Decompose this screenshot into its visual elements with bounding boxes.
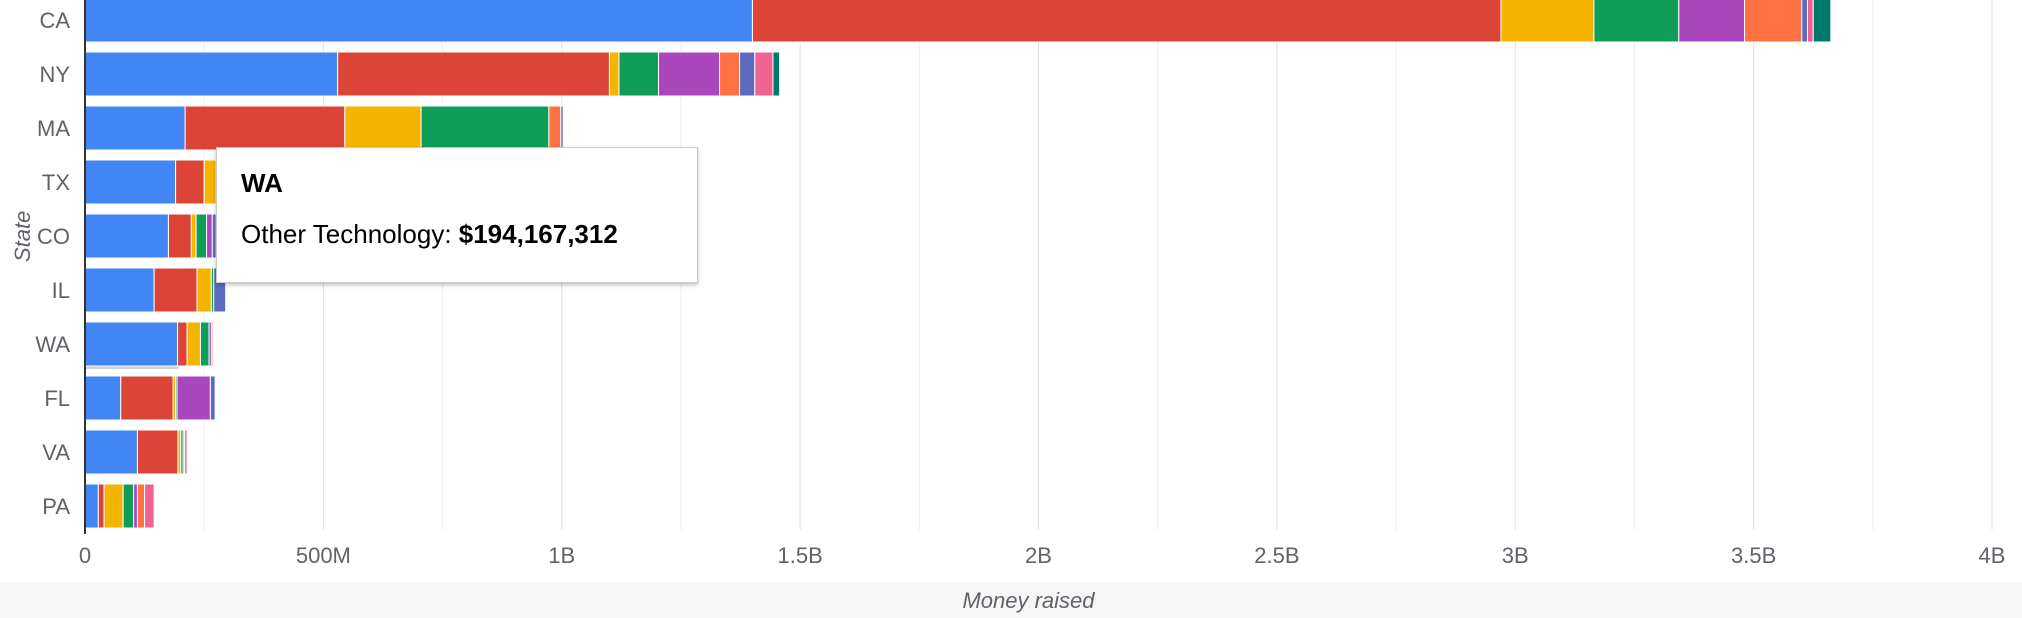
- bar-segment: [84, 267, 155, 313]
- x-axis-title: Money raised: [962, 588, 1095, 613]
- bar-segment: [84, 0, 753, 43]
- x-tick-label: 2B: [1025, 543, 1052, 568]
- bar-segment: [84, 51, 339, 97]
- bar-segment: [618, 51, 660, 97]
- bar-segment: [608, 51, 620, 97]
- bar-segment: [420, 105, 550, 151]
- bar-segment: [175, 159, 205, 205]
- bar-segment: [754, 51, 774, 97]
- x-tick-label: 500M: [296, 543, 351, 568]
- y-tick-label: NY: [39, 62, 70, 87]
- y-tick-label: CO: [37, 224, 70, 249]
- bar-segment: [133, 483, 138, 529]
- bar-segment: [337, 51, 610, 97]
- bar-segment: [84, 321, 179, 367]
- bar-segment: [772, 51, 781, 97]
- x-tick-label: 1.5B: [777, 543, 822, 568]
- x-tick-label: 0: [79, 543, 91, 568]
- y-tick-label: TX: [42, 170, 70, 195]
- bar-segment: [1500, 0, 1595, 43]
- bar-segment: [719, 51, 741, 97]
- bar-segment: [1801, 0, 1808, 43]
- bar-segment: [739, 51, 756, 97]
- bar-segment: [84, 483, 99, 529]
- bar-segment: [84, 375, 122, 421]
- bar-segment: [1806, 0, 1814, 43]
- chart-footer-strip: [0, 582, 2022, 618]
- bar-segment: [1678, 0, 1746, 43]
- bar-segment: [144, 483, 155, 529]
- bar-segment: [84, 159, 177, 205]
- y-tick-label: PA: [42, 494, 70, 519]
- bar-segment: [658, 51, 721, 97]
- tooltip-label: Other Technology:: [241, 219, 459, 249]
- bar-segment: [210, 321, 214, 367]
- bar-segment: [136, 429, 179, 475]
- bar-segment: [209, 375, 216, 421]
- y-tick-label: FL: [44, 386, 70, 411]
- x-tick-label: 2.5B: [1254, 543, 1299, 568]
- bar-segment: [751, 0, 1502, 43]
- bar-segment: [84, 213, 169, 259]
- bar-segment: [1812, 0, 1832, 43]
- bar-segment: [560, 105, 564, 151]
- y-tick-label: WA: [35, 332, 70, 357]
- bar-segment: [1593, 0, 1680, 43]
- bar-segment: [167, 213, 192, 259]
- bar-segment: [84, 105, 186, 151]
- y-tick-label: MA: [37, 116, 70, 141]
- bar-segment: [548, 105, 562, 151]
- x-tick-label: 1B: [548, 543, 575, 568]
- bar-segment: [203, 159, 217, 205]
- bar-segment: [199, 321, 210, 367]
- bar-segment: [122, 483, 135, 529]
- bar-segment: [136, 483, 146, 529]
- bar-segment: [120, 375, 174, 421]
- x-tick-label: 4B: [1979, 543, 2006, 568]
- x-tick-label: 3B: [1502, 543, 1529, 568]
- bar-segment: [206, 213, 213, 259]
- bar-segment: [190, 213, 197, 259]
- x-tick-label: 3.5B: [1731, 543, 1776, 568]
- bar-segment: [196, 267, 212, 313]
- bar-segment: [344, 105, 422, 151]
- chart-tooltip: WA Other Technology: $194,167,312: [216, 147, 698, 283]
- bar-segment: [84, 429, 138, 475]
- bar-segment: [97, 483, 105, 529]
- bar-segment: [103, 483, 124, 529]
- bar-segment: [184, 105, 346, 151]
- bar-segment: [1744, 0, 1803, 43]
- bar-segment: [176, 375, 211, 421]
- y-tick-label: CA: [39, 8, 70, 33]
- y-axis-title: State: [10, 210, 35, 262]
- tooltip-title: WA: [241, 168, 283, 198]
- bar-segment: [186, 321, 201, 367]
- y-tick-label: VA: [42, 440, 70, 465]
- bar-segment: [177, 321, 188, 367]
- bar-segment: [195, 213, 208, 259]
- tooltip-line: Other Technology: $194,167,312: [241, 219, 673, 250]
- y-tick-label: IL: [52, 278, 70, 303]
- bar-segment: [184, 429, 188, 475]
- bar-segment: [153, 267, 198, 313]
- tooltip-value: $194,167,312: [458, 219, 618, 249]
